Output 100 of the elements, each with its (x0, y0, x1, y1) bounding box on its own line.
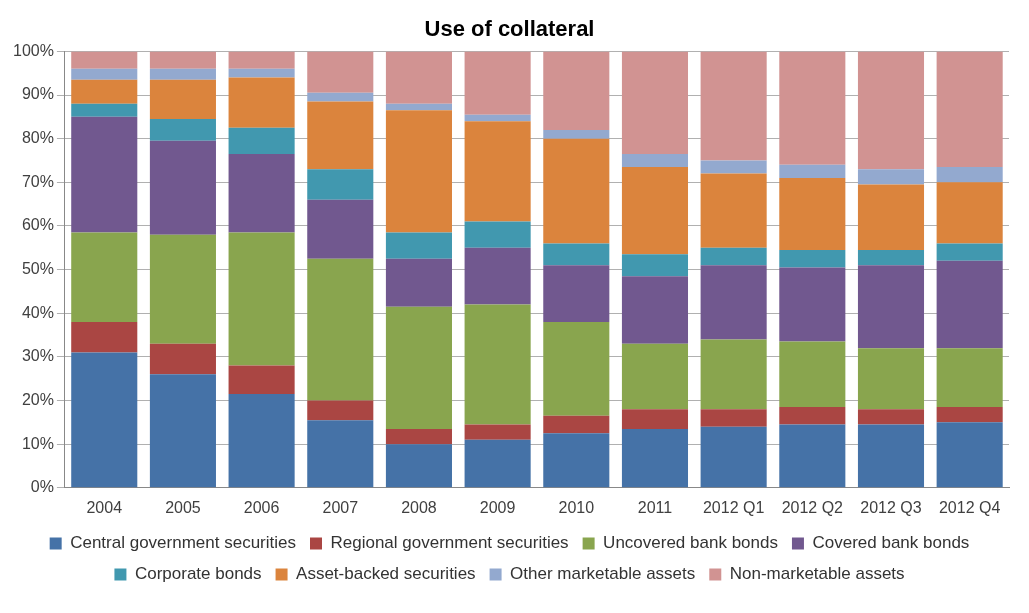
bar (228, 127, 295, 154)
bar (464, 247, 531, 305)
bar (700, 409, 767, 427)
x-tick-label: 2004 (86, 498, 123, 516)
bar (621, 276, 689, 344)
bar (307, 199, 374, 259)
bar (700, 265, 767, 340)
bar (700, 173, 767, 248)
legend-label: Uncovered bank bonds (603, 533, 778, 553)
bar (307, 101, 374, 170)
legend-label: Corporate bonds (134, 564, 262, 584)
bar (779, 424, 846, 488)
bar (936, 422, 1003, 488)
bar (228, 393, 295, 488)
y-tick-label: 90% (21, 85, 54, 103)
x-tick-label: 2010 (558, 498, 595, 516)
bar (543, 415, 610, 434)
x-tick-label: 2006 (243, 498, 280, 516)
bar (936, 348, 1003, 408)
bar (621, 428, 689, 488)
bar (543, 51, 610, 130)
y-tick-label: 20% (21, 390, 54, 408)
x-tick-label: 2011 (637, 498, 673, 516)
legend-label: Central government securities (70, 533, 296, 553)
bar (621, 51, 689, 154)
bar (543, 433, 610, 488)
bar (385, 444, 452, 488)
bar (71, 103, 138, 117)
bar (71, 51, 138, 69)
x-tick-label: 2012 Q2 (781, 498, 844, 516)
bar (779, 51, 846, 165)
y-tick-label: 100% (13, 41, 54, 59)
bar (307, 51, 374, 93)
bar (779, 177, 846, 250)
bar (857, 409, 925, 425)
y-tick-label: 10% (21, 434, 54, 452)
y-tick-label: 80% (21, 129, 54, 147)
y-tick-label: 50% (21, 260, 54, 278)
bar (621, 254, 689, 277)
bar (621, 153, 689, 168)
bar (779, 407, 846, 425)
bar (71, 321, 138, 353)
bar (228, 77, 295, 128)
bar (385, 428, 452, 445)
bar (228, 365, 295, 394)
bar (936, 51, 1003, 168)
x-tick-label: 2008 (401, 498, 437, 516)
bar (621, 409, 689, 429)
bar (228, 232, 295, 366)
bar (149, 68, 216, 80)
y-tick-label: 0% (30, 478, 54, 496)
bar (464, 221, 531, 248)
bar (857, 265, 925, 349)
bar (936, 182, 1003, 244)
x-tick-label: 2007 (322, 498, 359, 516)
bar (71, 68, 138, 80)
bar (149, 343, 216, 375)
x-tick-label: 2012 Q1 (702, 498, 765, 516)
bar (779, 249, 846, 268)
bar (779, 164, 846, 178)
bar (621, 343, 689, 410)
bar (385, 258, 452, 307)
bar (857, 424, 925, 488)
x-tick-label: 2012 Q3 (860, 498, 922, 516)
legend-label: Non-marketable assets (729, 564, 905, 584)
bar (149, 79, 216, 120)
bar (700, 51, 767, 161)
bar (857, 51, 925, 170)
bar (543, 321, 610, 416)
bar (307, 258, 374, 401)
legend-label: Regional government securities (330, 533, 569, 553)
x-tick-label: 2005 (165, 498, 201, 516)
bar (857, 169, 925, 185)
bar (307, 400, 374, 421)
bar (228, 51, 295, 69)
bar (71, 232, 138, 322)
bar (307, 420, 374, 488)
y-tick-label: 70% (21, 172, 54, 190)
bar (464, 121, 531, 222)
bar (149, 119, 216, 141)
bar (936, 260, 1003, 349)
bar (700, 426, 767, 488)
legend-label: Other marketable assets (510, 564, 696, 584)
y-tick-label: 40% (21, 303, 54, 321)
bar (464, 304, 531, 425)
bar (149, 140, 216, 235)
bar (857, 249, 925, 266)
bar (71, 79, 138, 104)
bar (149, 234, 216, 344)
bar (464, 439, 531, 488)
bar (464, 51, 531, 115)
bar (936, 407, 1003, 423)
bar (543, 243, 610, 266)
bar (228, 68, 295, 78)
bar (385, 103, 452, 111)
bar (464, 424, 531, 440)
bar (779, 267, 846, 342)
bar (543, 265, 610, 322)
bar (385, 232, 452, 259)
bar (385, 110, 452, 233)
